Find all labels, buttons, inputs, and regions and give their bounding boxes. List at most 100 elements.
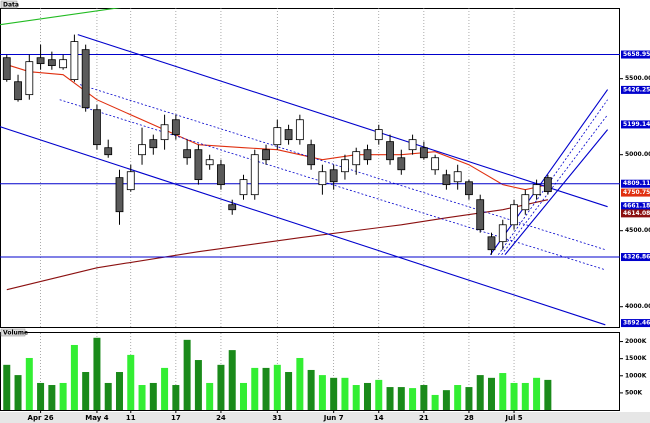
candle-body	[115, 177, 124, 213]
candle-body	[70, 41, 79, 81]
candle-body	[194, 149, 203, 181]
price-label: 4326.86	[623, 254, 650, 261]
x-tick-label: 17	[171, 414, 181, 422]
candle-body	[352, 151, 361, 166]
volume-bar	[70, 344, 78, 410]
candle-body	[510, 204, 518, 226]
price-label-box	[621, 202, 650, 211]
line	[59, 99, 606, 271]
candle-body	[239, 179, 248, 196]
volume-bar	[59, 382, 67, 410]
candle-body	[532, 184, 541, 196]
volume-bar	[318, 375, 326, 410]
candle-body	[160, 124, 169, 141]
price-label: 4809.11	[623, 180, 650, 187]
volume-bar	[251, 367, 259, 410]
candle-body	[295, 119, 304, 141]
candle-body	[59, 59, 68, 69]
x-tick-label: 31	[272, 414, 282, 422]
candle-body	[183, 149, 192, 159]
volume-bar	[352, 385, 360, 410]
price-label: 3892.46	[623, 320, 650, 327]
volume-bar	[14, 375, 22, 410]
x-tick-label: 24	[216, 414, 226, 422]
line	[6, 64, 549, 191]
volume-bar	[183, 339, 191, 410]
volume-bar	[48, 385, 56, 410]
volume-bar	[149, 382, 157, 410]
volume-bar	[82, 372, 90, 410]
volume-bar	[363, 382, 371, 410]
volume-bar	[454, 385, 462, 410]
y-tick-label: 4500.00	[625, 227, 650, 234]
candle-body	[2, 57, 11, 81]
volume-bar	[172, 385, 180, 410]
volume-bar	[397, 387, 405, 410]
y-tick-label: 4000.00	[625, 303, 650, 310]
line	[0, 8, 122, 26]
candle-body	[543, 177, 552, 193]
x-tick-label: May 4	[85, 414, 108, 422]
y-tick-label: 5500.00	[625, 75, 650, 82]
candle-body	[284, 129, 293, 141]
volume-bar	[307, 369, 315, 410]
candle-body	[205, 159, 214, 166]
candle-body	[171, 119, 180, 136]
volume-bar	[431, 394, 439, 410]
volume-bar	[138, 385, 146, 410]
volume-bar	[409, 388, 417, 410]
price-label-box	[621, 188, 650, 197]
volume-bar	[25, 357, 33, 410]
volume-bar	[442, 390, 450, 410]
volume-bar	[273, 364, 281, 410]
volume-bar	[127, 354, 135, 410]
volume-area	[3, 337, 552, 410]
volume-bar	[285, 372, 293, 410]
candle-body	[81, 49, 90, 109]
volume-bar	[330, 377, 338, 410]
candle-body	[431, 157, 440, 171]
x-tick-label: 11	[126, 414, 136, 422]
volume-y-tick-label: 2000K	[625, 338, 647, 345]
volume-bar	[296, 357, 304, 410]
plot-area	[0, 8, 620, 326]
candle-body	[138, 144, 146, 156]
volume-frame	[0, 332, 620, 411]
x-tick-label: Jun 7	[323, 414, 344, 422]
x-tick-label: 28	[464, 414, 474, 422]
price-label-box	[621, 179, 650, 188]
line	[6, 199, 549, 291]
candle-body	[149, 139, 158, 149]
volume-tab	[0, 328, 26, 337]
volume-bar	[93, 337, 101, 410]
price-label-box	[621, 85, 650, 94]
volume-bar	[544, 379, 552, 410]
axis-area: Apr 26 May 4 11 17 24 31 Jun 7 14 21 28 Jul 5 5500.…	[28, 50, 650, 422]
x-tick-label: Apr 26	[28, 414, 54, 422]
candle-body	[465, 181, 473, 196]
price-label: 4661.18	[623, 203, 650, 210]
x-tick-label: 14	[374, 414, 384, 422]
volume-bar	[521, 382, 529, 410]
volume-bar	[104, 382, 112, 410]
candle-body	[386, 141, 394, 161]
y-tick-label: 5000.00	[625, 151, 650, 158]
price-label-box	[621, 120, 650, 129]
candle-body	[93, 109, 101, 146]
volume-bar	[375, 379, 383, 410]
candle-body	[498, 224, 507, 243]
candle-body	[25, 61, 34, 96]
volume-bar	[217, 364, 225, 410]
volume-bar	[194, 360, 202, 410]
candle-body	[217, 164, 225, 186]
candle-body	[262, 149, 270, 161]
candle-body	[250, 154, 259, 196]
main-frame	[0, 8, 620, 328]
volume-bar	[465, 387, 473, 410]
volume-bar	[476, 375, 484, 410]
candle-body	[14, 81, 22, 101]
price-label-box	[621, 209, 650, 218]
volume-bar	[499, 373, 507, 410]
candle-body	[47, 59, 56, 67]
volume-bar	[487, 377, 495, 410]
